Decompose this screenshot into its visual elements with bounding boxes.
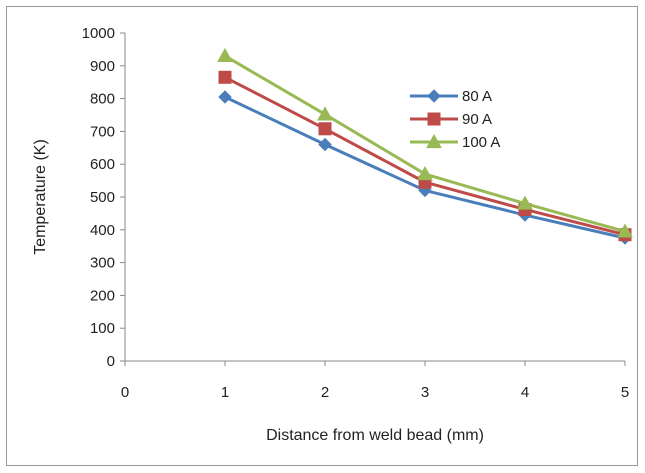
x-tick-label: 5 bbox=[621, 384, 629, 401]
axes: 0 100 200 300 400 500 600 700 800 900 1000 0 1 2 3 4 5 bbox=[82, 25, 630, 401]
legend-entry: 100 A bbox=[410, 133, 500, 151]
y-tick-label: 100 bbox=[90, 320, 115, 337]
data-point bbox=[318, 137, 332, 152]
y-tick-label: 500 bbox=[90, 189, 115, 206]
y-tick-label: 200 bbox=[90, 287, 115, 304]
legend-marker bbox=[426, 133, 442, 149]
legend-entry: 80 A bbox=[410, 88, 492, 105]
legend-marker bbox=[427, 112, 441, 126]
x-tick-label: 3 bbox=[421, 384, 429, 401]
data-point bbox=[318, 122, 332, 136]
data-point bbox=[217, 47, 233, 63]
series-3 bbox=[217, 47, 633, 238]
x-tick-label: 4 bbox=[521, 384, 529, 401]
chart-frame bbox=[6, 6, 638, 466]
data-point bbox=[317, 106, 333, 121]
y-tick-label: 700 bbox=[90, 123, 115, 140]
data-point bbox=[517, 195, 533, 210]
data-point bbox=[218, 90, 232, 104]
x-tick-label: 2 bbox=[321, 384, 329, 401]
legend: 80 A 90 A 100 A bbox=[410, 88, 500, 151]
legend-label: 80 A bbox=[462, 88, 492, 105]
x-tick-label: 0 bbox=[121, 384, 129, 401]
y-axis-title: Temperature (K) bbox=[32, 139, 49, 255]
series-2 bbox=[218, 70, 632, 242]
legend-marker bbox=[427, 89, 441, 103]
data-point bbox=[417, 166, 433, 181]
y-tick-label: 300 bbox=[90, 255, 115, 272]
y-tick-label: 800 bbox=[90, 91, 115, 108]
data-point bbox=[617, 223, 633, 238]
y-tick-label: 600 bbox=[90, 156, 115, 173]
y-tick-label: 0 bbox=[107, 353, 115, 370]
legend-label: 90 A bbox=[462, 111, 492, 128]
y-tick-label: 1000 bbox=[82, 25, 115, 42]
series-line bbox=[224, 54, 626, 233]
y-tick-label: 400 bbox=[90, 222, 115, 239]
series-layer bbox=[217, 47, 633, 245]
x-axis-title: Distance from weld bead (mm) bbox=[266, 427, 484, 444]
legend-entry: 90 A bbox=[410, 111, 492, 128]
y-tick-label: 900 bbox=[90, 58, 115, 75]
legend-label: 100 A bbox=[462, 134, 500, 151]
data-point bbox=[218, 70, 232, 84]
series-line bbox=[224, 75, 626, 237]
x-tick-label: 1 bbox=[221, 384, 229, 401]
